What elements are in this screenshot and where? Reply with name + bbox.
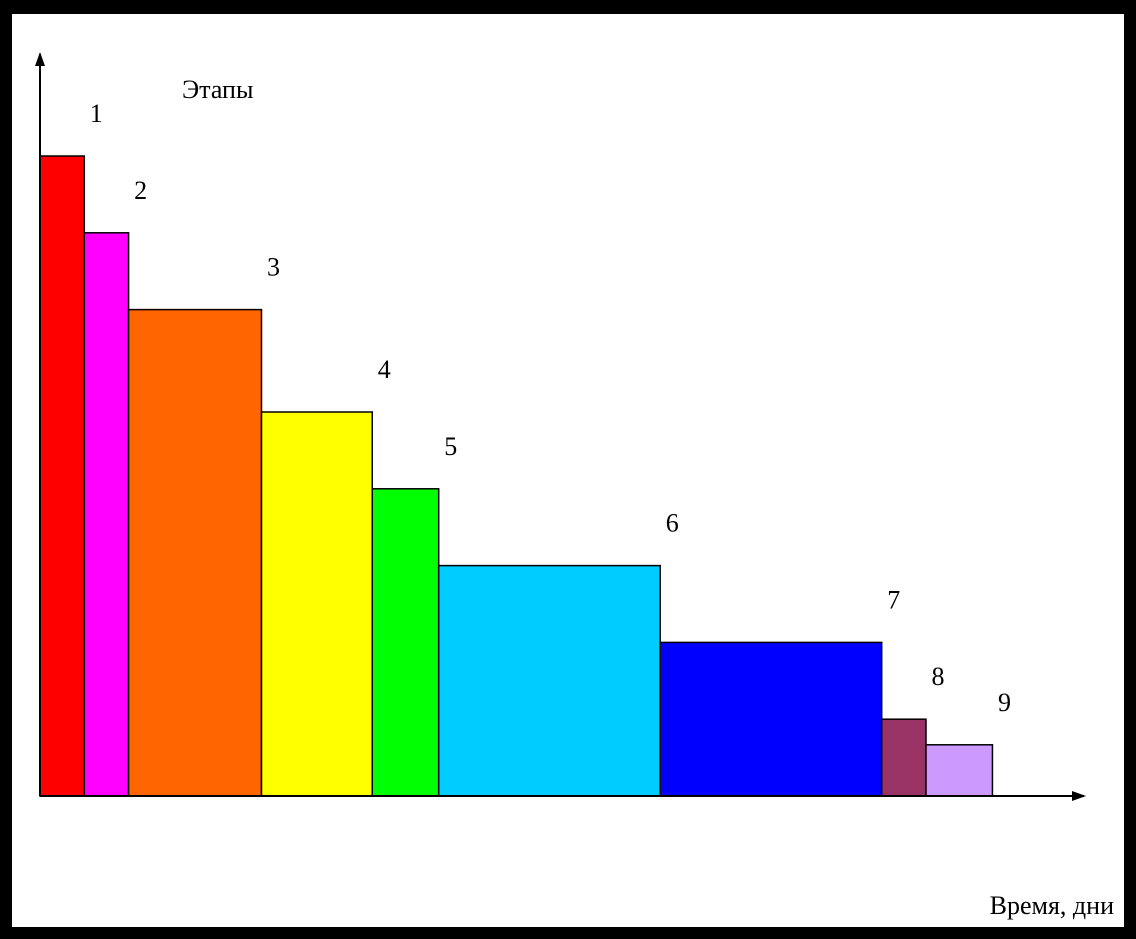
bar-stage-8 xyxy=(880,718,927,797)
bar-stage-9 xyxy=(925,744,994,797)
bar-labels-layer: 1 2 3 4 5 6 7 8 9 xyxy=(90,99,1011,717)
bar-label-stage-3: 3 xyxy=(267,253,280,282)
bar-stage-3 xyxy=(127,308,263,797)
bar-label-stage-4: 4 xyxy=(378,355,391,384)
bar-stage-2 xyxy=(83,232,130,797)
bar-label-stage-6: 6 xyxy=(666,509,679,538)
bars-layer xyxy=(39,155,994,797)
bar-label-stage-2: 2 xyxy=(134,176,147,205)
y-axis-label: Этапы xyxy=(182,75,253,104)
bar-label-stage-1: 1 xyxy=(90,99,103,128)
bar-label-stage-9: 9 xyxy=(998,688,1011,717)
bar-stage-4 xyxy=(260,411,373,797)
bar-stage-5 xyxy=(371,488,440,797)
x-axis-label: Время, дни xyxy=(990,891,1114,920)
bar-label-stage-5: 5 xyxy=(444,432,457,461)
bar-label-stage-8: 8 xyxy=(932,662,945,691)
chart-canvas: 1 2 3 4 5 6 7 8 9 Этапы Время, дни xyxy=(12,14,1124,927)
bar-stage-1 xyxy=(39,155,86,797)
bar-stage-6 xyxy=(437,564,661,797)
bar-stage-7 xyxy=(659,641,883,797)
stage-duration-chart: 1 2 3 4 5 6 7 8 9 Этапы Время, дни xyxy=(35,52,1114,920)
bar-label-stage-7: 7 xyxy=(887,585,900,614)
